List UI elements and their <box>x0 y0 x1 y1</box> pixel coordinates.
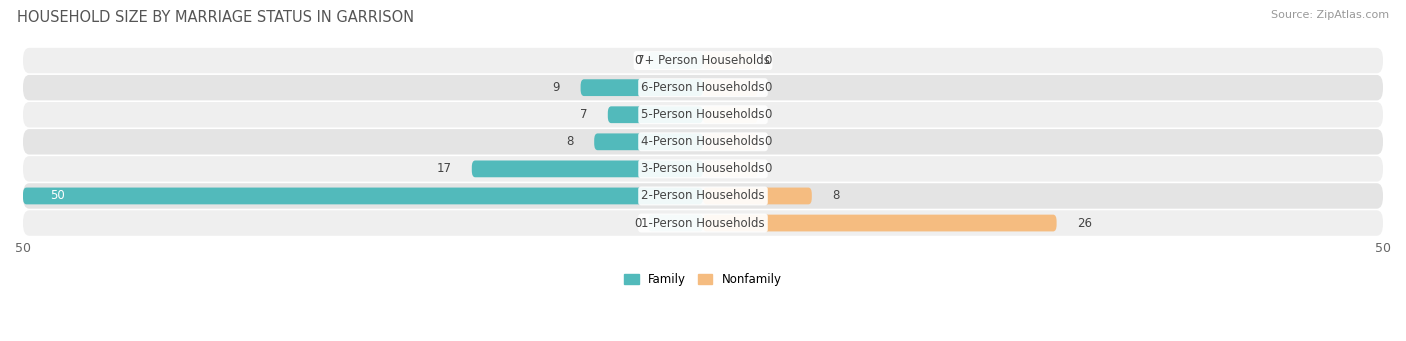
FancyBboxPatch shape <box>703 133 758 150</box>
Text: 0: 0 <box>765 162 772 175</box>
Text: 17: 17 <box>436 162 451 175</box>
Text: 1-Person Households: 1-Person Households <box>641 217 765 229</box>
Text: 6-Person Households: 6-Person Households <box>641 81 765 94</box>
FancyBboxPatch shape <box>22 183 1384 209</box>
Text: 0: 0 <box>765 135 772 148</box>
FancyBboxPatch shape <box>581 79 703 96</box>
FancyBboxPatch shape <box>648 52 703 69</box>
FancyBboxPatch shape <box>22 102 1384 128</box>
Text: 2-Person Households: 2-Person Households <box>641 190 765 203</box>
FancyBboxPatch shape <box>22 48 1384 73</box>
Text: 8: 8 <box>567 135 574 148</box>
Legend: Family, Nonfamily: Family, Nonfamily <box>624 273 782 286</box>
Text: 0: 0 <box>765 81 772 94</box>
FancyBboxPatch shape <box>703 106 758 123</box>
FancyBboxPatch shape <box>703 161 758 177</box>
Text: 7+ Person Households: 7+ Person Households <box>637 54 769 67</box>
Text: 26: 26 <box>1077 217 1092 229</box>
Text: 5-Person Households: 5-Person Households <box>641 108 765 121</box>
FancyBboxPatch shape <box>703 188 811 204</box>
Text: 0: 0 <box>765 54 772 67</box>
Text: Source: ZipAtlas.com: Source: ZipAtlas.com <box>1271 10 1389 20</box>
Text: 0: 0 <box>765 108 772 121</box>
FancyBboxPatch shape <box>703 214 1056 232</box>
FancyBboxPatch shape <box>472 161 703 177</box>
Text: 8: 8 <box>832 190 839 203</box>
Text: 9: 9 <box>553 81 560 94</box>
FancyBboxPatch shape <box>703 79 758 96</box>
Text: 0: 0 <box>634 54 641 67</box>
Text: 7: 7 <box>579 108 588 121</box>
FancyBboxPatch shape <box>22 188 703 204</box>
Text: HOUSEHOLD SIZE BY MARRIAGE STATUS IN GARRISON: HOUSEHOLD SIZE BY MARRIAGE STATUS IN GAR… <box>17 10 413 25</box>
Text: 4-Person Households: 4-Person Households <box>641 135 765 148</box>
FancyBboxPatch shape <box>648 214 703 232</box>
FancyBboxPatch shape <box>22 156 1384 182</box>
FancyBboxPatch shape <box>22 210 1384 236</box>
Text: 0: 0 <box>634 217 641 229</box>
Text: 3-Person Households: 3-Person Households <box>641 162 765 175</box>
FancyBboxPatch shape <box>22 129 1384 154</box>
FancyBboxPatch shape <box>703 52 758 69</box>
Text: 50: 50 <box>51 190 65 203</box>
FancyBboxPatch shape <box>595 133 703 150</box>
FancyBboxPatch shape <box>22 75 1384 100</box>
FancyBboxPatch shape <box>607 106 703 123</box>
